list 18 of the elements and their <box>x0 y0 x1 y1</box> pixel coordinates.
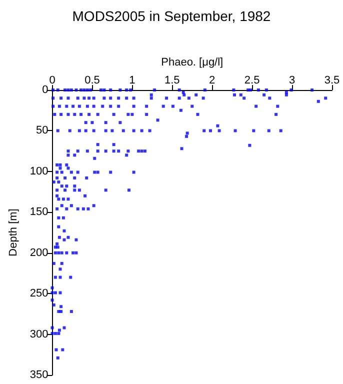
y-tick-label: 300 <box>30 328 48 340</box>
y-tick-label: 350 <box>30 369 48 381</box>
chart-title: MODS2005 in September, 1982 <box>72 8 271 24</box>
y-tick-label: 150 <box>30 206 48 218</box>
x-tick-label: 3.5 <box>324 74 340 86</box>
y-tick-label: 50 <box>36 124 48 137</box>
y-tick-label: 200 <box>30 246 48 259</box>
y-tick-label: 0 <box>42 84 48 96</box>
x-tick-label: 1.5 <box>164 74 180 86</box>
x-tick-label: 3 <box>288 74 296 86</box>
x-tick-label: 1 <box>129 74 136 86</box>
y-tick-label: 100 <box>30 165 48 178</box>
x-axis-title: Phaeo. [μg/l] <box>161 56 224 68</box>
x-tick-label: 2 <box>209 74 216 86</box>
x-tick-label: 0.5 <box>84 74 100 86</box>
y-axis-title: Depth [m] <box>8 208 20 256</box>
y-tick-label: 250 <box>30 288 48 300</box>
x-tick-label: 2.5 <box>244 74 260 86</box>
